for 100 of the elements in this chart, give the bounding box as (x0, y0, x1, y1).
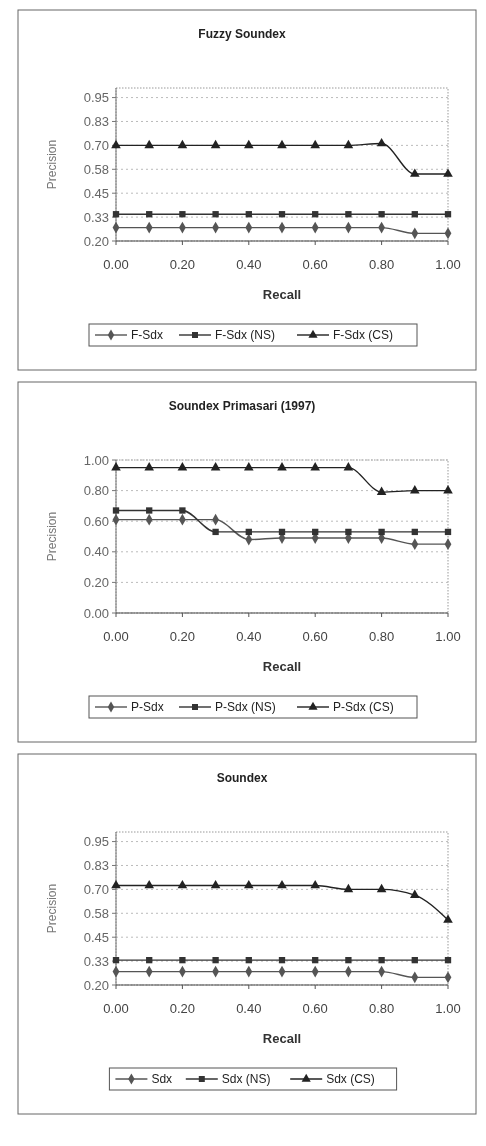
point (409, 168, 420, 177)
x-tick-label: 0.80 (368, 1001, 395, 1016)
y-axis-title: Precision (45, 511, 59, 562)
chart-title: Soundex (216, 771, 268, 785)
y-tick-label: 0.40 (83, 544, 109, 560)
point (111, 462, 121, 471)
point (243, 139, 254, 149)
point (111, 139, 121, 149)
x-axis-title: Recall (262, 1031, 302, 1046)
y-tick-label: 0.70 (83, 137, 109, 153)
legend-label: F-Sdx (NS) (215, 328, 275, 343)
y-tick-label: 0.33 (83, 953, 109, 969)
point (144, 880, 155, 889)
legend-label: F-Sdx (131, 328, 164, 343)
y-tick-label: 0.80 (83, 483, 109, 499)
point (177, 462, 188, 471)
y-tick-label: 0.20 (83, 977, 109, 993)
point (343, 883, 354, 893)
point (210, 880, 221, 889)
chart-title: Soundex Primasari (1997) (168, 399, 316, 413)
point (444, 528, 452, 536)
x-tick-label: 0.20 (169, 629, 196, 644)
x-tick-label: 0.80 (368, 629, 395, 644)
y-tick-label: 0.58 (83, 905, 109, 921)
point (378, 528, 385, 536)
point (310, 462, 321, 471)
y-tick-label: 0.70 (83, 881, 109, 897)
y-tick-label: 0.60 (83, 513, 109, 529)
x-tick-label: 1.00 (435, 629, 461, 644)
point (278, 528, 286, 536)
point (345, 211, 352, 218)
point (378, 211, 385, 218)
point (409, 485, 420, 494)
point (144, 462, 155, 471)
point (345, 528, 352, 536)
point (179, 956, 186, 964)
point (376, 137, 387, 147)
point (146, 956, 153, 964)
x-tick-label: 0.20 (169, 1001, 196, 1016)
legend-label: Sdx (151, 1072, 173, 1087)
point (212, 528, 219, 536)
y-axis-title: Precision (45, 139, 59, 190)
legend-label: P-Sdx (131, 700, 164, 715)
point (310, 139, 321, 149)
point (278, 211, 286, 218)
point (343, 139, 354, 149)
point (376, 486, 387, 495)
point (179, 211, 186, 218)
legend-label: F-Sdx (CS) (333, 328, 393, 343)
point (443, 168, 453, 177)
x-axis-title: Recall (262, 659, 302, 674)
point (444, 956, 452, 964)
point (409, 889, 420, 898)
point (443, 914, 453, 923)
x-tick-label: 0.60 (302, 257, 328, 272)
legend-label: P-Sdx (CS) (333, 700, 394, 715)
y-tick-label: 0.83 (83, 858, 109, 874)
point (112, 956, 120, 964)
point (444, 211, 452, 218)
point (277, 462, 287, 471)
x-tick-label: 0.80 (368, 257, 395, 272)
point (144, 139, 155, 149)
y-tick-label: 0.20 (83, 574, 109, 590)
x-tick-label: 0.60 (302, 1001, 328, 1016)
point (112, 507, 120, 514)
x-tick-label: 0.40 (236, 1001, 262, 1016)
point (210, 139, 221, 149)
chart-title: Fuzzy Soundex (198, 27, 286, 41)
point (212, 956, 219, 964)
point (343, 462, 354, 471)
point (277, 139, 287, 149)
y-tick-label: 0.00 (83, 605, 109, 621)
y-tick-label: 1.00 (83, 452, 109, 468)
x-tick-label: 1.00 (435, 1001, 461, 1016)
point (146, 507, 153, 514)
y-tick-label: 0.33 (83, 209, 109, 225)
y-tick-label: 0.58 (83, 161, 109, 177)
x-tick-label: 0.40 (236, 257, 262, 272)
point (378, 956, 385, 964)
x-tick-label: 0.40 (236, 629, 262, 644)
point (310, 880, 321, 889)
point (278, 956, 286, 964)
y-tick-label: 0.45 (83, 185, 109, 201)
point (179, 507, 186, 514)
point (177, 139, 188, 149)
point (245, 528, 252, 536)
point (376, 883, 387, 893)
x-axis-title: Recall (262, 287, 302, 302)
y-tick-label: 0.95 (83, 834, 109, 850)
point (312, 211, 319, 218)
point (245, 211, 252, 218)
point (277, 880, 287, 889)
x-tick-label: 1.00 (435, 257, 461, 272)
y-tick-label: 0.95 (83, 90, 109, 106)
point (411, 956, 418, 964)
x-tick-label: 0.20 (169, 257, 196, 272)
x-tick-label: 0.00 (103, 629, 129, 644)
x-tick-label: 0.00 (103, 1001, 129, 1016)
point (146, 211, 153, 218)
point (245, 956, 252, 964)
